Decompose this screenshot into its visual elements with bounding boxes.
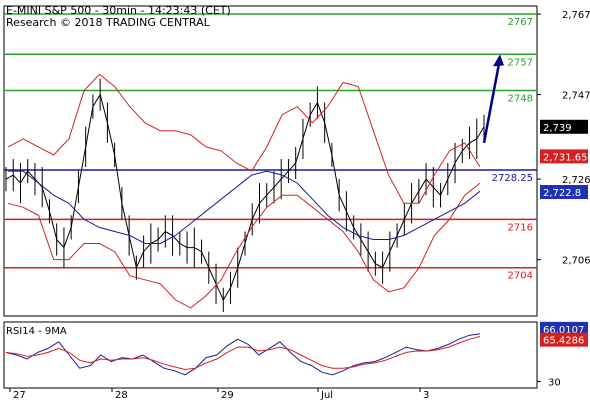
rsi-tag-bg-1 — [540, 332, 588, 347]
price-tag-bg-0 — [540, 119, 588, 134]
moving-average-line — [8, 170, 481, 244]
x-tick-label-3: Jul — [320, 390, 333, 400]
rsi-tag-label-0: 66.0107 — [543, 325, 584, 336]
y-tick-label-0: 2,767 — [562, 10, 590, 21]
y-tick-label-3: 2,706 — [562, 256, 590, 267]
rsi-y-tick-label-0: 30 — [548, 377, 561, 388]
rsi-series-1 — [5, 336, 481, 371]
signal-arrow-shaft — [482, 58, 502, 144]
x-tick-label-4: 3 — [423, 390, 429, 400]
bollinger-lower-line — [7, 182, 481, 309]
rsi-plot-frame — [3, 321, 538, 389]
bollinger-upper-line — [7, 73, 481, 204]
level-label-1: 2757 — [508, 57, 533, 68]
main-plot-frame — [3, 5, 538, 317]
rsi-title: RSI14 - 9MA — [6, 326, 67, 337]
y-tick-label-1: 2,747 — [562, 91, 590, 102]
price-series-layer — [5, 78, 485, 312]
price-tag-label-2: 2,722.8 — [543, 188, 581, 199]
price-line — [5, 93, 485, 301]
rsi-tag-bg-0 — [540, 321, 588, 336]
level-label-4: 2716 — [508, 222, 533, 233]
axis-layer: 2,767 2,747 2,726 2,706 27 28 29 Jul 3 30 — [9, 10, 590, 400]
x-tick-label-1: 28 — [115, 390, 128, 400]
level-label-2: 2748 — [508, 94, 533, 105]
indicator-layer — [7, 54, 504, 309]
rsi-tag-label-1: 65.4286 — [543, 336, 584, 347]
y-tick-label-2: 2,726 — [562, 175, 590, 186]
chart-subtitle: Research © 2018 TRADING CENTRAL — [6, 16, 211, 29]
chart-title: E-MINI S&P 500 - 30min - 14:23:43 (CET) — [6, 4, 231, 17]
price-tag-label-1: 2,731.65 — [543, 152, 588, 163]
price-tag-label-0: 2,739 — [543, 123, 572, 134]
rsi-series-layer — [5, 333, 481, 376]
rsi-series-0 — [5, 333, 481, 376]
price-tag-bg-1 — [540, 149, 588, 164]
level-label-0: 2767 — [508, 17, 533, 28]
level-lines: 2767 2757 2748 2728.25 2716 2704 — [4, 13, 537, 282]
price-tag-bg-2 — [540, 185, 588, 199]
x-tick-label-2: 29 — [221, 390, 234, 400]
signal-arrow-head — [493, 54, 504, 67]
x-tick-label-0: 27 — [13, 390, 26, 400]
level-label-3: 2728.25 — [492, 173, 533, 184]
level-label-5: 2704 — [508, 271, 533, 282]
